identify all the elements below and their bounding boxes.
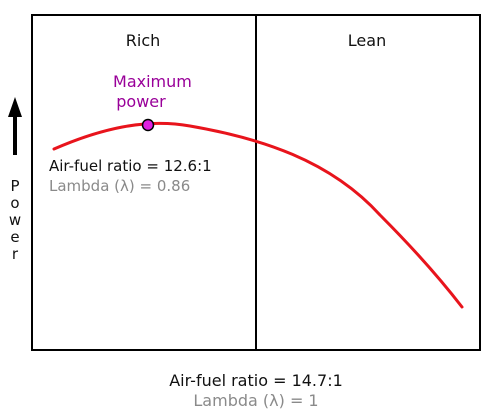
max-power-label: Maximum power bbox=[113, 72, 197, 111]
max-power-label-line2: power bbox=[116, 92, 166, 111]
stoich-lambda: Lambda (λ) = 1 bbox=[193, 391, 318, 410]
lean-region-label: Lean bbox=[348, 31, 386, 50]
max-power-point bbox=[141, 118, 155, 132]
peak-air-fuel-ratio: Air-fuel ratio = 12.6:1 bbox=[49, 157, 212, 175]
y-axis-label: P o w e r bbox=[9, 177, 21, 263]
max-power-label-line1: Maximum bbox=[113, 72, 192, 91]
arrow-up-icon bbox=[8, 97, 22, 155]
y-axis-letter: w bbox=[9, 211, 21, 229]
stoich-air-fuel-ratio: Air-fuel ratio = 14.7:1 bbox=[169, 371, 343, 390]
y-axis-letter: P bbox=[10, 177, 19, 195]
power-curve bbox=[52, 121, 464, 309]
y-axis-letter: e bbox=[10, 228, 19, 246]
y-axis-letter: r bbox=[12, 245, 19, 263]
y-axis-letter: o bbox=[10, 194, 19, 212]
rich-region-label: Rich bbox=[126, 31, 161, 50]
peak-lambda: Lambda (λ) = 0.86 bbox=[49, 177, 190, 195]
